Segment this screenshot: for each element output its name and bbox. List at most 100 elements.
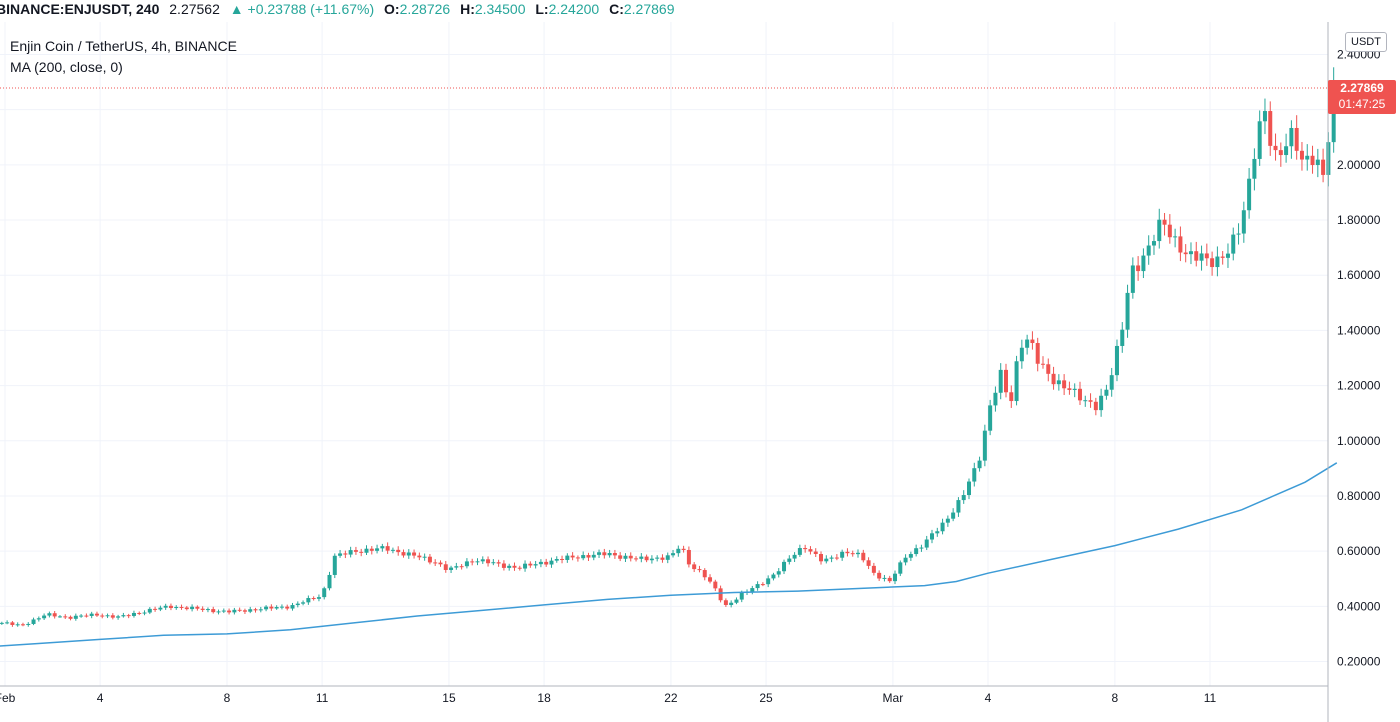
candle-body	[655, 557, 660, 559]
time-tick-label: 4	[985, 691, 992, 705]
candle-body	[967, 481, 971, 496]
candle-body	[898, 562, 903, 574]
price-axis[interactable]: 0.20000 0.40000 0.60000 0.80000 1.00000 1.200…	[1337, 48, 1381, 669]
candle-body	[623, 555, 628, 559]
candle-body	[311, 598, 316, 600]
candle-body	[195, 606, 200, 609]
candle-body	[813, 551, 818, 555]
candle-body	[73, 615, 78, 619]
candle-body	[1088, 400, 1093, 402]
candle-body	[417, 555, 422, 558]
currency-label[interactable]: USDT	[1345, 32, 1387, 52]
candle-body	[258, 609, 263, 611]
candle-body	[517, 567, 522, 569]
candle-body	[1210, 258, 1215, 268]
candle-body	[919, 547, 924, 549]
candle-body	[1305, 155, 1310, 160]
candle-body	[406, 552, 411, 556]
candle-body	[1188, 251, 1193, 255]
candle-body	[1220, 256, 1225, 258]
candle-body	[1130, 265, 1135, 293]
candle-body	[602, 552, 607, 556]
countdown-timer: 01:47:25	[1338, 97, 1386, 111]
time-axis[interactable]: Feb 4 8 11 15 18 22 25 Mar 4 8 11	[0, 691, 1217, 705]
candle-body	[84, 615, 89, 617]
candle-body	[1151, 241, 1156, 246]
candle-body	[1067, 388, 1072, 390]
candle-body	[279, 606, 284, 608]
low-label: L:	[535, 1, 549, 17]
candle-body	[1062, 380, 1067, 389]
candle-body	[1284, 146, 1289, 156]
candle-body	[591, 554, 596, 558]
candle-body	[893, 573, 898, 582]
candle-body	[1225, 253, 1230, 258]
candle-body	[0, 622, 4, 624]
candle-body	[1321, 159, 1326, 175]
candle-body	[269, 606, 274, 609]
candle-body	[533, 564, 538, 566]
candle-body	[1257, 121, 1262, 159]
candle-body	[523, 563, 528, 569]
candle-body	[158, 607, 163, 610]
price-tick-label: 1.20000	[1337, 379, 1381, 393]
candle-body	[464, 561, 469, 567]
candle-body	[808, 549, 813, 552]
candle-body	[766, 578, 771, 585]
candle-body	[750, 588, 755, 592]
time-tick-label: 22	[664, 691, 678, 705]
price-tick-label: 2.00000	[1337, 158, 1381, 172]
candle-body	[94, 613, 99, 616]
candle-body	[116, 616, 121, 618]
candle-body	[454, 566, 459, 568]
candle-body	[89, 613, 94, 616]
candle-body	[866, 560, 871, 566]
candle-body	[63, 616, 68, 618]
candle-body	[47, 613, 52, 616]
candle-body	[110, 615, 115, 618]
candle-body	[364, 548, 369, 553]
candle-body	[443, 564, 448, 570]
candle-body	[274, 607, 279, 609]
candle-body	[861, 552, 866, 561]
candle-body	[1247, 178, 1252, 211]
candle-body	[665, 555, 670, 560]
candle-body	[1178, 236, 1183, 253]
candle-body	[1120, 329, 1125, 346]
candle-body	[1003, 369, 1008, 393]
candle-body	[237, 609, 242, 611]
candle-body	[501, 563, 506, 568]
candles-layer	[0, 67, 1336, 627]
candle-body	[850, 553, 855, 555]
candle-body	[438, 562, 443, 565]
candle-body	[1268, 111, 1273, 146]
price-tick-label: 1.80000	[1337, 213, 1381, 227]
time-tick-label: 25	[759, 691, 773, 705]
candle-body	[549, 560, 554, 565]
high-label: H:	[460, 1, 475, 17]
candle-body	[671, 553, 676, 556]
candle-body	[1146, 245, 1151, 256]
candle-body	[1278, 150, 1283, 156]
candle-body	[829, 557, 834, 559]
candle-body	[79, 615, 84, 617]
candle-body	[528, 563, 533, 566]
candle-body	[1141, 255, 1146, 272]
candle-body	[1204, 253, 1209, 259]
symbol-label: BINANCE:ENJUSDT, 240	[0, 1, 160, 17]
candle-body	[544, 561, 549, 565]
candle-body	[137, 612, 142, 614]
candle-body	[782, 561, 787, 572]
candle-body	[686, 549, 691, 565]
time-tick-label: Feb	[0, 691, 16, 705]
candle-body	[581, 555, 586, 559]
candle-body	[1294, 127, 1299, 151]
legend-indicator[interactable]: MA (200, close, 0)	[10, 59, 123, 75]
candle-body	[739, 592, 744, 600]
candle-body	[31, 619, 36, 624]
candle-body	[121, 615, 126, 617]
candle-body	[871, 565, 876, 573]
candle-body	[697, 569, 702, 571]
candle-body	[575, 557, 580, 559]
